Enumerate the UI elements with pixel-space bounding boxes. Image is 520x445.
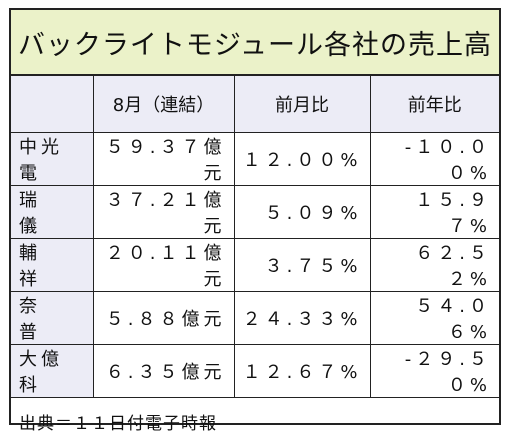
sales-table-frame: バックライトモジュール各社の売上高 8月（連結） 前月比 前年比 中光電 ５９.… <box>9 8 501 445</box>
table-row: 瑞 儀 ３７.２１億元 ５.０９% １５.９７% <box>11 184 499 239</box>
table-row: 大億科 ６.３５億元 １２.６７% -２９.５０% <box>11 343 499 398</box>
mom-value: ５.０９% <box>233 184 371 239</box>
sales-value: ５.８８億元 <box>92 290 235 345</box>
company-name: 中光電 <box>11 131 94 186</box>
yoy-value: -２９.５０% <box>369 343 499 398</box>
sales-table: 8月（連結） 前月比 前年比 中光電 ５９.３７億元 １２.００% -１０.００… <box>11 76 499 445</box>
mom-value: １２.６７% <box>233 343 371 398</box>
sales-value: ３７.２１億元 <box>92 184 235 239</box>
header-row: 8月（連結） 前月比 前年比 <box>11 76 499 133</box>
yoy-value: １５.９７% <box>369 184 499 239</box>
yoy-value: ５４.０６% <box>369 290 499 345</box>
mom-value: ３.７５% <box>233 237 371 292</box>
sales-value: ２０.１１億元 <box>92 237 235 292</box>
sales-value: ５９.３７億元 <box>92 131 235 186</box>
mom-value: １２.００% <box>233 131 371 186</box>
header-cell-month: 8月（連結） <box>92 76 235 133</box>
mom-value: ２４.３３% <box>233 290 371 345</box>
source-row: 出典＝１１日付電子時報 <box>11 396 499 445</box>
sales-value: ６.３５億元 <box>92 343 235 398</box>
header-cell-blank <box>11 76 94 133</box>
table-row: 輔 祥 ２０.１１億元 ３.７５% ６２.５２% <box>11 237 499 292</box>
source-note: 出典＝１１日付電子時報 <box>11 396 499 445</box>
company-name: 輔 祥 <box>11 237 94 292</box>
company-name: 奈 普 <box>11 290 94 345</box>
header-cell-yoy: 前年比 <box>369 76 499 133</box>
table-row: 奈 普 ５.８８億元 ２４.３３% ５４.０６% <box>11 290 499 345</box>
company-name: 瑞 儀 <box>11 184 94 239</box>
yoy-value: ６２.５２% <box>369 237 499 292</box>
table-title: バックライトモジュール各社の売上高 <box>11 10 499 76</box>
header-cell-mom: 前月比 <box>233 76 371 133</box>
table-row: 中光電 ５９.３７億元 １２.００% -１０.００% <box>11 131 499 186</box>
yoy-value: -１０.００% <box>369 131 499 186</box>
company-name: 大億科 <box>11 343 94 398</box>
